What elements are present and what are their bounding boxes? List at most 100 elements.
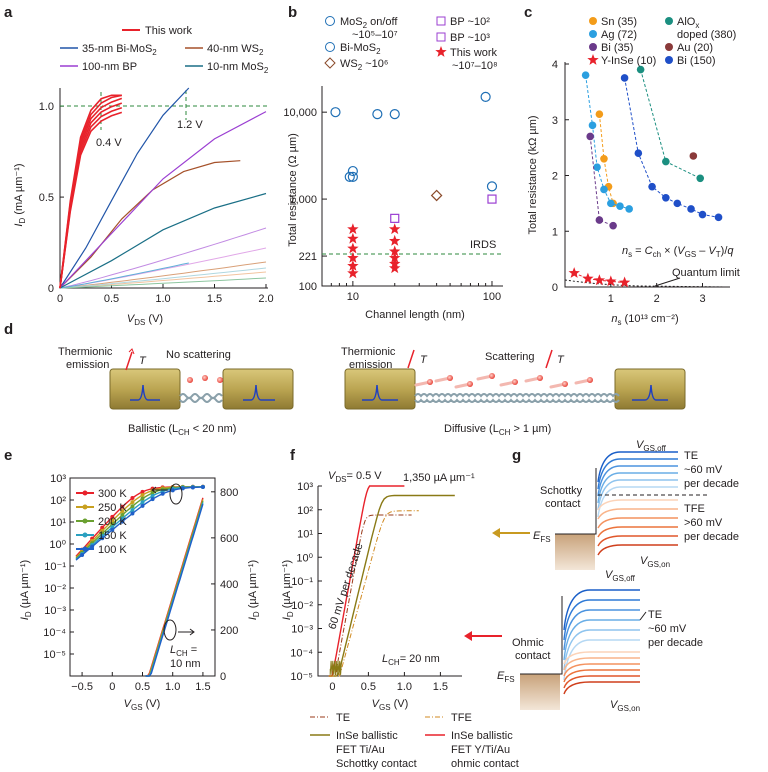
c-quantum-limit-curve <box>564 279 729 288</box>
d-electron <box>537 375 543 381</box>
b-point-star <box>347 267 359 279</box>
a-minor-curve <box>59 262 189 289</box>
d-thermionic1-diff: Thermionic <box>341 346 396 358</box>
e-ytick-left-label: 10¹ <box>50 517 66 529</box>
e-curve-log <box>75 486 203 561</box>
e-ytick-right-label: 400 <box>220 579 238 591</box>
f-ytick-label: 10⁰ <box>296 552 313 564</box>
a-minor-curve <box>59 227 267 289</box>
b-legend-this-work-marker <box>435 46 447 57</box>
e-ylabel-right: ID (µA µm⁻¹) <box>247 560 261 620</box>
panel-g: g Schottky contact EFS VGS,off VGS,on TE… <box>464 439 739 713</box>
e-marker <box>130 495 135 500</box>
g-schottky-tfe-curve <box>597 544 678 556</box>
diffusive-left-peak <box>362 384 398 401</box>
c-legend-sn: Sn (35) <box>601 16 637 28</box>
c-point <box>581 71 590 79</box>
d-t-label-diff: T <box>420 354 428 366</box>
c-xtick-label: 1 <box>608 293 614 305</box>
e-ytick-left-label: 10⁻² <box>44 583 66 595</box>
e-marker <box>150 490 155 495</box>
a-curve <box>59 192 267 289</box>
b-point-star <box>389 252 401 263</box>
b-point-circle <box>347 171 358 182</box>
g-ohmic-edge <box>520 596 563 675</box>
panel-d-label: d <box>4 321 13 338</box>
e-ylabel-left: ID (µA µm⁻¹) <box>19 560 33 620</box>
ballistic-right-peak <box>243 384 275 401</box>
g-ohmic-low-curve <box>563 675 640 689</box>
g-schottky-vgson: VGS,on <box>640 555 670 569</box>
panel-e-label: e <box>4 447 12 464</box>
f-lch: LCH= 20 nm <box>382 653 440 667</box>
diffusive-left-contact <box>344 368 416 410</box>
e-marker <box>140 500 145 505</box>
e-marker <box>120 519 125 524</box>
g-schottky-metal <box>555 534 595 570</box>
f-noise <box>329 660 342 675</box>
f-curve-tfe <box>328 510 419 677</box>
a-xtick-label: 0 <box>57 293 63 305</box>
a-ytick-label: 0.5 <box>39 192 54 204</box>
b-ytick-label: 100 <box>299 281 317 293</box>
c-point <box>593 163 601 171</box>
g-ohmic-1: Ohmic <box>512 637 544 649</box>
g-ohmic-low-curve <box>563 657 640 671</box>
b-point-star <box>389 234 401 246</box>
e-curve-log <box>75 486 203 558</box>
c-point <box>662 157 670 166</box>
g-ohmic-te-curve <box>563 589 640 631</box>
c-legend-au: Au (20) <box>677 42 713 54</box>
e-legend-marker <box>82 518 88 524</box>
e-legend-marker <box>82 546 88 552</box>
b-ytick-label: 1,000 <box>289 194 317 206</box>
e-marker <box>130 500 135 505</box>
e-ytick-left-label: 10³ <box>50 473 66 485</box>
c-ylabel: Total resistance (kΩ µm) <box>527 115 539 234</box>
e-marker <box>130 508 135 513</box>
f-legend-ohmic-2: FET Y/Ti/Au <box>451 744 510 756</box>
g-te-1: TE <box>684 450 698 462</box>
a-xlabel: VDS (V) <box>127 313 163 327</box>
e-marker <box>140 503 145 508</box>
b-point-square <box>487 194 497 204</box>
b-point-circle <box>344 171 355 182</box>
a-legend-this-work: This work <box>145 25 193 37</box>
c-point <box>588 121 597 130</box>
c-legend-ag-marker <box>589 30 597 38</box>
b-legend-bp3: BP ~10³ <box>450 32 490 44</box>
b-point-circle <box>480 91 491 102</box>
c-quantum-arrow <box>654 277 681 287</box>
b-xtick-label: 100 <box>483 291 501 303</box>
b-legend-bimos2-marker <box>325 42 335 52</box>
f-xtick-label: 1.0 <box>397 681 412 693</box>
ballistic-electron <box>187 377 193 383</box>
b-legend-this-work: This work <box>450 47 498 59</box>
c-formula: ns = Cch × (VGS – VT)/q <box>622 245 734 259</box>
a-legend-bimos2: 35-nm Bi-MoS2 <box>82 43 157 57</box>
f-ytick-label: 10³ <box>297 481 313 493</box>
c-point <box>687 205 695 213</box>
c-legend-bi35: Bi (35) <box>601 42 633 54</box>
g-te-2: ~60 mV <box>684 464 723 476</box>
b-xtick-label: 10 <box>347 291 359 303</box>
c-point-star <box>605 275 617 287</box>
g-ohmic-low-curve <box>563 681 640 695</box>
d-electron <box>512 379 518 385</box>
d-t-arrowhead <box>128 348 135 355</box>
g-schottky-te-curve <box>597 486 678 518</box>
a-curve <box>59 87 190 289</box>
b-xlabel: Channel length (nm) <box>365 309 465 321</box>
b-legend-mos2-marker <box>325 16 335 26</box>
c-ytick-label: 1 <box>552 226 558 238</box>
d-electron <box>587 377 593 383</box>
e-legend-label: 200 K <box>98 516 127 528</box>
g-ohmic-te-curve <box>563 619 640 661</box>
ballistic-device <box>109 368 294 410</box>
c-legend-alox-marker <box>665 17 673 25</box>
c-ytick-label: 2 <box>552 171 558 183</box>
a-curve <box>59 111 267 289</box>
f-vds: VDS= 0.5 V <box>328 470 382 484</box>
b-legend-bp2-marker <box>436 16 446 26</box>
e-marker <box>120 512 125 517</box>
